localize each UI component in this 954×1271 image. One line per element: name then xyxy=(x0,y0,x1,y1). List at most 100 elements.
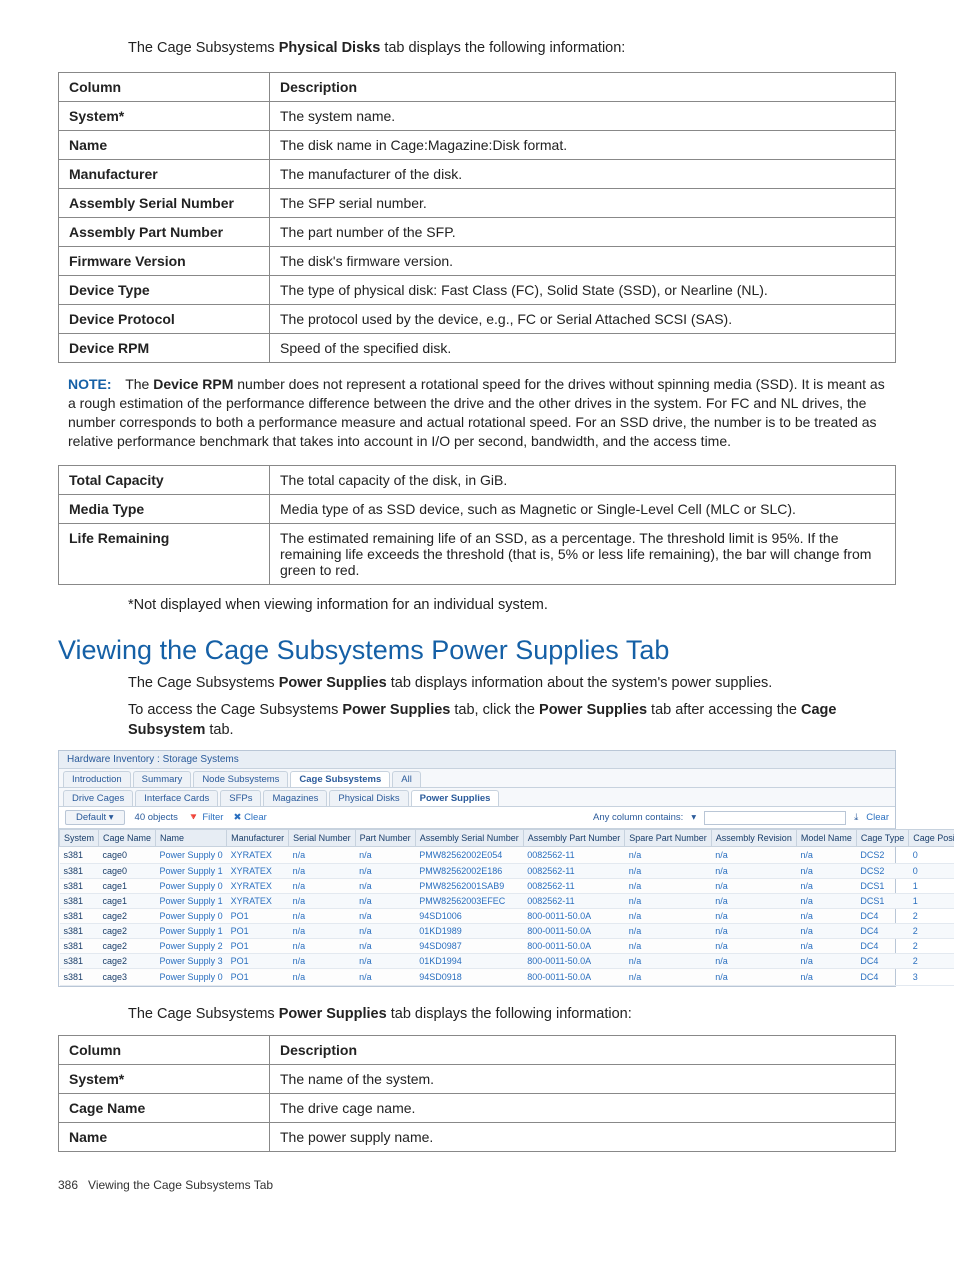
clear-link[interactable]: ✖ Clear xyxy=(233,812,266,823)
column-description: The name of the system. xyxy=(270,1064,896,1093)
grid-header[interactable]: Cage Type xyxy=(856,830,908,847)
grid-row[interactable]: s381cage1Power Supply 1XYRATEXn/an/aPMW8… xyxy=(60,894,954,909)
grid-cell: DC4 xyxy=(856,909,908,924)
grid-cell: 3 xyxy=(909,969,954,986)
clear-search-link[interactable]: Clear xyxy=(866,812,889,823)
column-name: Device RPM xyxy=(59,334,270,363)
grid-header[interactable]: Assembly Revision xyxy=(711,830,796,847)
default-view-button[interactable]: Default ▾ xyxy=(65,810,125,825)
grid-cell: 0082562-11 xyxy=(523,894,625,909)
text-bold: Power Supplies xyxy=(342,702,450,718)
column-description: The drive cage name. xyxy=(270,1093,896,1122)
table-header: Column xyxy=(59,73,270,102)
filter-link[interactable]: 🔻 Filter xyxy=(188,812,224,823)
grid-header[interactable]: Part Number xyxy=(355,830,415,847)
table-row: Device TypeThe type of physical disk: Fa… xyxy=(59,276,896,305)
grid-header[interactable]: Spare Part Number xyxy=(625,830,712,847)
text: tab after accessing the xyxy=(647,702,801,718)
grid-header[interactable]: Assembly Part Number xyxy=(523,830,625,847)
tab-interface-cards[interactable]: Interface Cards xyxy=(135,790,218,806)
grid-row[interactable]: s381cage2Power Supply 1PO1n/an/a01KD1989… xyxy=(60,924,954,939)
grid-row[interactable]: s381cage3Power Supply 0PO1n/an/a94SD0918… xyxy=(60,969,954,986)
grid-cell: n/a xyxy=(355,894,415,909)
tab-sfps[interactable]: SFPs xyxy=(220,790,261,806)
table-header: Description xyxy=(270,73,896,102)
grid-cell: n/a xyxy=(711,864,796,879)
grid-cell: n/a xyxy=(711,924,796,939)
grid-cell: cage0 xyxy=(99,847,156,864)
text: tab, click the xyxy=(450,702,539,718)
grid-cell: 94SD0918 xyxy=(415,969,523,986)
grid-cell: 94SD0987 xyxy=(415,939,523,954)
grid-cell: PMW82562001SAB9 xyxy=(415,879,523,894)
tab-drive-cages[interactable]: Drive Cages xyxy=(63,790,133,806)
grid-header[interactable]: Name xyxy=(156,830,227,847)
grid-row[interactable]: s381cage2Power Supply 2PO1n/an/a94SD0987… xyxy=(60,939,954,954)
table-header: Column xyxy=(59,1035,270,1064)
tab-cage-subsystems[interactable]: Cage Subsystems xyxy=(290,771,390,787)
tab-node-subsystems[interactable]: Node Subsystems xyxy=(193,771,288,787)
tab-summary[interactable]: Summary xyxy=(133,771,192,787)
table-row: Life RemainingThe estimated remaining li… xyxy=(59,523,896,584)
grid-header[interactable]: Model Name xyxy=(796,830,856,847)
tab-magazines[interactable]: Magazines xyxy=(263,790,327,806)
grid-cell: XYRATEX xyxy=(227,879,289,894)
column-description: The part number of the SFP. xyxy=(270,218,896,247)
grid-cell: s381 xyxy=(60,864,99,879)
grid-cell: XYRATEX xyxy=(227,864,289,879)
grid-cell: s381 xyxy=(60,954,99,969)
power-supplies-access: To access the Cage Subsystems Power Supp… xyxy=(128,701,896,740)
grid-cell: 01KD1994 xyxy=(415,954,523,969)
grid-cell: n/a xyxy=(289,864,356,879)
grid-cell: n/a xyxy=(289,939,356,954)
grid-cell: 800-0011-50.0A xyxy=(523,909,625,924)
note-device-rpm: NOTE: The Device RPM number does not rep… xyxy=(68,375,886,451)
column-name: Assembly Part Number xyxy=(59,218,270,247)
grid-row[interactable]: s381cage1Power Supply 0XYRATEXn/an/aPMW8… xyxy=(60,879,954,894)
tab-introduction[interactable]: Introduction xyxy=(63,771,131,787)
grid-cell: n/a xyxy=(625,879,712,894)
grid-row[interactable]: s381cage2Power Supply 3PO1n/an/a01KD1994… xyxy=(60,954,954,969)
grid-row[interactable]: s381cage0Power Supply 1XYRATEXn/an/aPMW8… xyxy=(60,864,954,879)
grid-cell: 800-0011-50.0A xyxy=(523,969,625,986)
grid-row[interactable]: s381cage0Power Supply 0XYRATEXn/an/aPMW8… xyxy=(60,847,954,864)
grid-cell: n/a xyxy=(355,879,415,894)
tab-physical-disks[interactable]: Physical Disks xyxy=(329,790,408,806)
grid-cell: PO1 xyxy=(227,954,289,969)
grid-cell: cage2 xyxy=(99,924,156,939)
grid-header[interactable]: System xyxy=(60,830,99,847)
chevron-down-icon[interactable]: ▾ xyxy=(691,812,696,823)
text-bold: Physical Disks xyxy=(279,40,381,56)
table-row: Assembly Serial NumberThe SFP serial num… xyxy=(59,189,896,218)
export-icon[interactable]: ⤓ xyxy=(854,812,858,823)
physical-disks-columns-table: Column Description System*The system nam… xyxy=(58,72,896,363)
grid-cell: 1 xyxy=(909,879,954,894)
object-count: 40 objects xyxy=(135,812,178,823)
grid-cell: s381 xyxy=(60,847,99,864)
text: The Cage Subsystems xyxy=(128,675,279,691)
grid-header[interactable]: Cage Name xyxy=(99,830,156,847)
grid-header[interactable]: Serial Number xyxy=(289,830,356,847)
grid-toolbar: Default ▾ 40 objects 🔻 Filter ✖ Clear An… xyxy=(59,807,895,829)
tab-power-supplies[interactable]: Power Supplies xyxy=(411,790,500,806)
grid-header[interactable]: Cage Position xyxy=(909,830,954,847)
text: The Cage Subsystems xyxy=(128,1006,279,1022)
column-description: The type of physical disk: Fast Class (F… xyxy=(270,276,896,305)
grid-cell: cage2 xyxy=(99,939,156,954)
search-input[interactable] xyxy=(704,811,846,825)
grid-header[interactable]: Assembly Serial Number xyxy=(415,830,523,847)
grid-cell: n/a xyxy=(796,969,856,986)
column-name: Device Protocol xyxy=(59,305,270,334)
grid-cell: 2 xyxy=(909,939,954,954)
grid-cell: PMW82562003EFEC xyxy=(415,894,523,909)
grid-cell: DC4 xyxy=(856,939,908,954)
column-description: The total capacity of the disk, in GiB. xyxy=(270,465,896,494)
grid-cell: 2 xyxy=(909,954,954,969)
grid-header[interactable]: Manufacturer xyxy=(227,830,289,847)
text: tab displays the following information: xyxy=(387,1006,632,1022)
grid-row[interactable]: s381cage2Power Supply 0PO1n/an/a94SD1006… xyxy=(60,909,954,924)
table-row: NameThe disk name in Cage:Magazine:Disk … xyxy=(59,131,896,160)
tab-all[interactable]: All xyxy=(392,771,421,787)
grid-cell: 800-0011-50.0A xyxy=(523,939,625,954)
column-name: Firmware Version xyxy=(59,247,270,276)
